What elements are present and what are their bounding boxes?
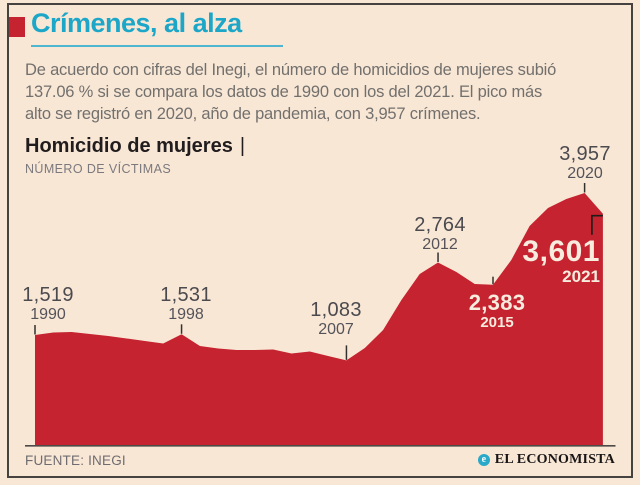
point-year: 1990 xyxy=(30,306,66,323)
point-value: 3,601 xyxy=(522,235,600,268)
intro-line: 137.06 % si se compara los datos de 1990… xyxy=(25,83,543,101)
point-label-2021: 3,601 2021 xyxy=(498,235,600,287)
point-label-2012: 2,764 2012 xyxy=(400,214,480,254)
chart-subtitle: NÚMERO DE VÍCTIMAS xyxy=(25,162,172,176)
chart-title-divider: | xyxy=(239,135,246,157)
source-note: FUENTE: INEGI xyxy=(25,453,126,468)
point-value: 2,764 xyxy=(414,214,466,236)
callout-bracket-2021 xyxy=(591,214,603,235)
point-label-1990: 1,519 1990 xyxy=(8,284,88,324)
chart-title: Homicidio de mujeres | xyxy=(25,135,246,157)
publisher-name: EL ECONOMISTA xyxy=(494,452,615,467)
point-year: 2020 xyxy=(567,165,603,182)
title-accent-square xyxy=(8,17,25,37)
point-label-2015: 2,383 2015 xyxy=(457,290,537,332)
point-value: 2,383 xyxy=(468,290,526,315)
intro-paragraph: De acuerdo con cifras del Inegi, el núme… xyxy=(25,59,556,125)
point-year: 2015 xyxy=(480,314,514,332)
point-year: 2012 xyxy=(422,236,458,253)
point-value: 1,519 xyxy=(22,284,74,306)
intro-line: De acuerdo con cifras del Inegi, el núme… xyxy=(25,61,557,79)
publisher-logo: e EL ECONOMISTA xyxy=(477,452,615,468)
intro-line: alto se registró en 2020, año de pandemi… xyxy=(25,105,481,123)
point-value: 1,531 xyxy=(160,284,212,306)
page-title: Crímenes, al alza xyxy=(31,8,242,38)
point-value: 3,957 xyxy=(559,143,611,165)
point-year: 2007 xyxy=(318,321,354,338)
point-label-2020: 3,957 2020 xyxy=(545,143,625,183)
point-label-1998: 1,531 1998 xyxy=(146,284,226,324)
point-year: 2021 xyxy=(562,267,600,286)
point-label-2007: 1,083 2007 xyxy=(296,299,376,339)
headline-underline xyxy=(31,45,283,47)
area-series xyxy=(35,193,603,446)
point-year: 1998 xyxy=(168,306,204,323)
el-economista-logo-icon: e xyxy=(477,454,490,466)
point-value: 1,083 xyxy=(310,299,362,321)
